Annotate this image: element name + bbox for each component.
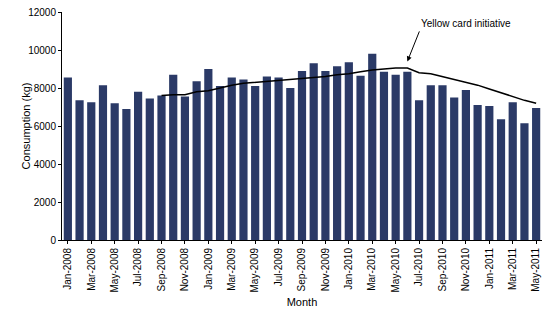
svg-text:Jul-2009: Jul-2009 [273,248,284,287]
svg-text:Yellow card initiative: Yellow card initiative [421,18,511,29]
svg-text:Sep-2008: Sep-2008 [156,248,167,292]
svg-text:12000: 12000 [28,7,56,18]
svg-text:May-2008: May-2008 [109,248,120,293]
svg-text:Jan-2009: Jan-2009 [203,248,214,290]
svg-text:Month: Month [287,296,318,308]
svg-text:May-2009: May-2009 [249,248,260,293]
svg-text:6000: 6000 [34,121,57,132]
svg-text:Nov-2010: Nov-2010 [460,248,471,292]
svg-text:Jan-2011: Jan-2011 [484,248,495,289]
svg-text:10000: 10000 [28,45,56,56]
svg-text:Consumption (kg): Consumption (kg) [20,83,32,170]
svg-text:0: 0 [50,235,56,246]
svg-text:Sep-2010: Sep-2010 [437,248,448,292]
svg-text:4000: 4000 [34,159,57,170]
svg-text:Nov-2008: Nov-2008 [179,248,190,292]
svg-text:Jan-2010: Jan-2010 [343,248,354,290]
svg-text:Jul-2010: Jul-2010 [413,248,424,287]
svg-text:Mar-2008: Mar-2008 [86,248,97,291]
svg-text:Mar-2010: Mar-2010 [366,248,377,291]
svg-text:8000: 8000 [34,83,57,94]
svg-text:2000: 2000 [34,197,57,208]
svg-text:Mar-2011: Mar-2011 [507,248,518,290]
svg-text:May-2011: May-2011 [530,248,541,292]
svg-text:Mar-2009: Mar-2009 [226,248,237,291]
svg-text:May-2010: May-2010 [390,248,401,293]
svg-text:Sep-2009: Sep-2009 [296,248,307,292]
svg-text:Nov-2009: Nov-2009 [320,248,331,292]
svg-text:Jul-2008: Jul-2008 [132,248,143,287]
svg-text:Jan-2008: Jan-2008 [62,248,73,290]
